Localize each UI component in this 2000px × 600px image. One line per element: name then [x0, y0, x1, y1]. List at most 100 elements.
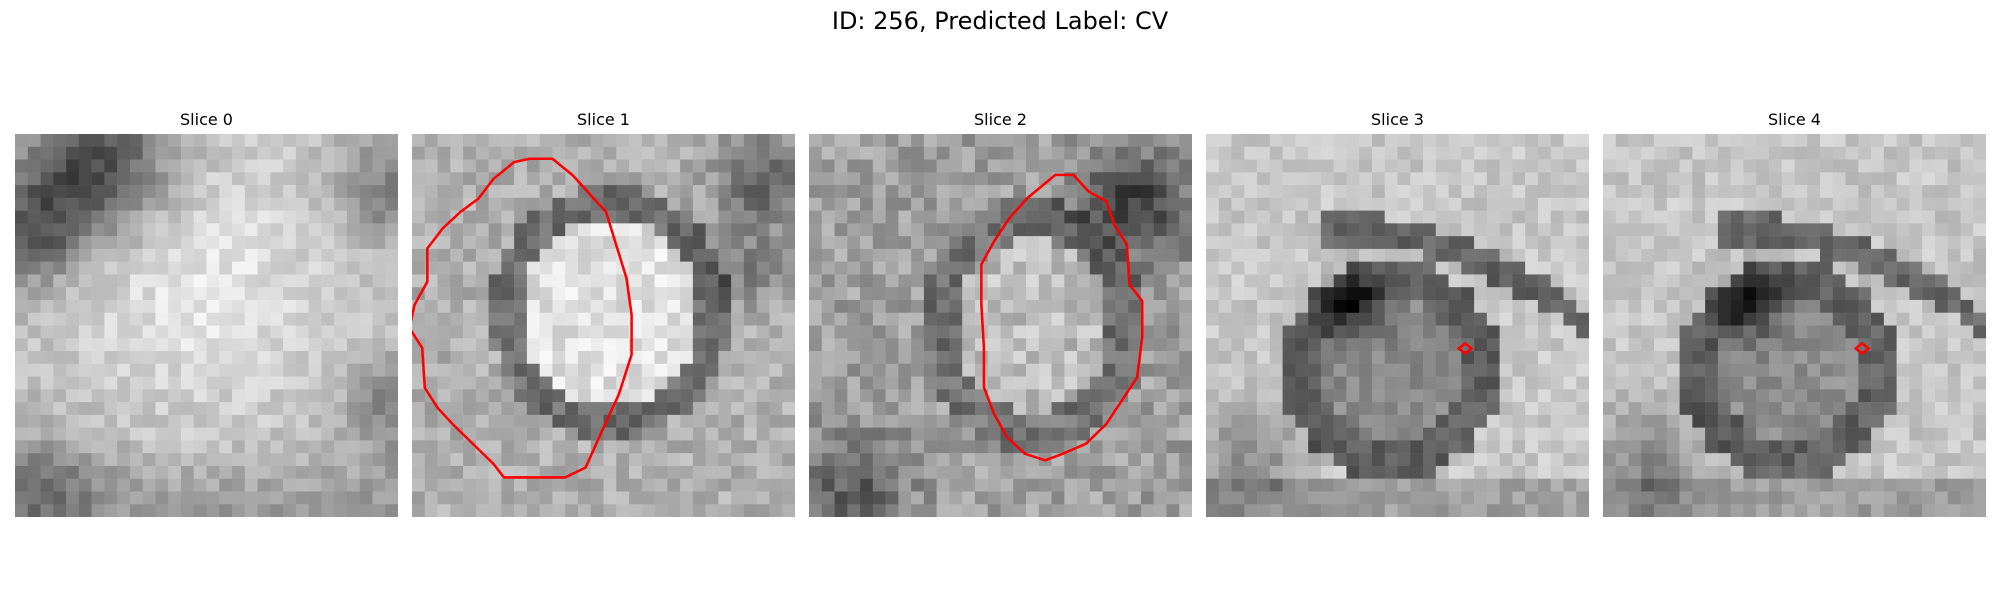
pixel: [1448, 248, 1462, 262]
pixel: [577, 338, 591, 352]
pixel: [1807, 376, 1821, 390]
pixel: [142, 172, 156, 186]
pixel: [1512, 197, 1526, 211]
pixel: [1768, 453, 1782, 467]
pixel: [1845, 325, 1859, 339]
pixel: [1435, 504, 1449, 517]
pixel: [1269, 172, 1283, 186]
pixel: [232, 210, 246, 224]
pixel: [1896, 414, 1910, 428]
pixel: [1179, 389, 1192, 403]
pixel: [885, 325, 899, 339]
pixel: [1423, 197, 1437, 211]
pixel: [1346, 287, 1360, 301]
pixel: [1089, 478, 1103, 492]
pixel: [1077, 414, 1091, 428]
pixel: [1051, 223, 1065, 237]
pixel: [654, 427, 668, 441]
pixel: [1717, 299, 1731, 313]
pixel: [1679, 248, 1693, 262]
pixel: [1282, 312, 1296, 326]
pixel: [488, 414, 502, 428]
pixel: [334, 465, 348, 479]
pixel: [565, 312, 579, 326]
pixel: [1922, 325, 1936, 339]
pixel: [514, 299, 528, 313]
pixel: [680, 351, 694, 365]
pixel: [27, 274, 41, 288]
pixel: [1359, 414, 1373, 428]
pixel: [1231, 504, 1245, 517]
pixel: [1128, 427, 1142, 441]
pixel: [501, 491, 515, 505]
pixel: [1038, 351, 1052, 365]
pixel: [1563, 236, 1577, 250]
pixel: [1153, 146, 1167, 160]
pixel: [53, 363, 67, 377]
pixel: [629, 146, 643, 160]
pixel: [1603, 325, 1617, 339]
pixel: [1934, 248, 1948, 262]
pixel: [1308, 159, 1322, 173]
pixel: [193, 172, 207, 186]
pixel: [987, 465, 1001, 479]
pixel: [117, 299, 131, 313]
pixel: [1308, 453, 1322, 467]
pixel: [809, 248, 823, 262]
pixel: [1628, 185, 1642, 199]
pixel: [359, 261, 373, 275]
pixel: [257, 312, 271, 326]
pixel: [1603, 197, 1617, 211]
pixel: [501, 402, 515, 416]
pixel: [1257, 185, 1271, 199]
pixel: [295, 274, 309, 288]
pixel: [359, 504, 373, 517]
pixel: [743, 274, 757, 288]
pixel: [1896, 248, 1910, 262]
pixel: [1051, 197, 1065, 211]
pixel: [501, 261, 515, 275]
pixel: [731, 338, 745, 352]
pixel: [769, 146, 783, 160]
pixel: [949, 440, 963, 454]
pixel: [1320, 274, 1334, 288]
pixel: [1871, 185, 1885, 199]
pixel: [1896, 274, 1910, 288]
pixel: [1820, 134, 1834, 148]
pixel: [782, 172, 795, 186]
pixel: [40, 197, 54, 211]
pixel: [641, 299, 655, 313]
pixel: [1934, 427, 1948, 441]
pixel: [1295, 427, 1309, 441]
pixel: [1858, 261, 1872, 275]
pixel: [1397, 236, 1411, 250]
pixel: [1461, 402, 1475, 416]
pixel: [142, 414, 156, 428]
pixel: [1026, 504, 1040, 517]
pixel: [1832, 402, 1846, 416]
pixel: [1359, 478, 1373, 492]
pixel: [1794, 351, 1808, 365]
pixel: [667, 491, 681, 505]
pixel: [898, 491, 912, 505]
pixel: [346, 185, 360, 199]
pixel: [412, 363, 426, 377]
pixel: [949, 465, 963, 479]
pixel: [257, 389, 271, 403]
pixel: [936, 274, 950, 288]
pixel: [155, 248, 169, 262]
pixel: [1922, 172, 1936, 186]
pixel: [1973, 172, 1986, 186]
pixel: [1435, 312, 1449, 326]
pixel: [1448, 402, 1462, 416]
pixel: [1934, 274, 1948, 288]
pixel: [936, 146, 950, 160]
pixel: [1756, 325, 1770, 339]
pixel: [769, 287, 783, 301]
pixel: [91, 351, 105, 365]
pixel: [1603, 146, 1617, 160]
pixel: [1705, 210, 1719, 224]
pixel: [769, 185, 783, 199]
pixel: [270, 210, 284, 224]
pixel: [424, 376, 438, 390]
